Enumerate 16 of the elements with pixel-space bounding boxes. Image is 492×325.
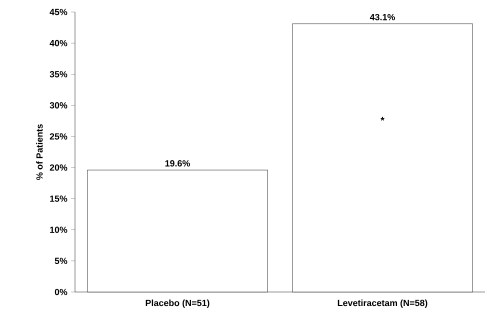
y-tick-label: 10% [50,226,68,233]
y-tick-label: 15% [50,196,68,202]
y-tick-label: 30% [50,102,68,109]
y-tick-label: 35% [50,71,68,78]
y-tick-label: 40% [50,40,68,46]
annotation: * [380,116,384,121]
x-tick-label: Placebo (N=51) [146,300,210,308]
x-tick-label: Levetiracetam (N=58) [338,300,428,308]
data-label: 19.6% [165,160,190,167]
y-tick-label: 45% [50,8,68,16]
y-axis-title: % of Patients [36,124,43,180]
y-tick-label: 5% [54,258,68,264]
y-tick-label: 20% [50,164,68,171]
data-label: 43.1% [370,14,395,20]
y-tick-label: 25% [50,133,68,140]
y-tick-label: 0% [54,288,68,296]
